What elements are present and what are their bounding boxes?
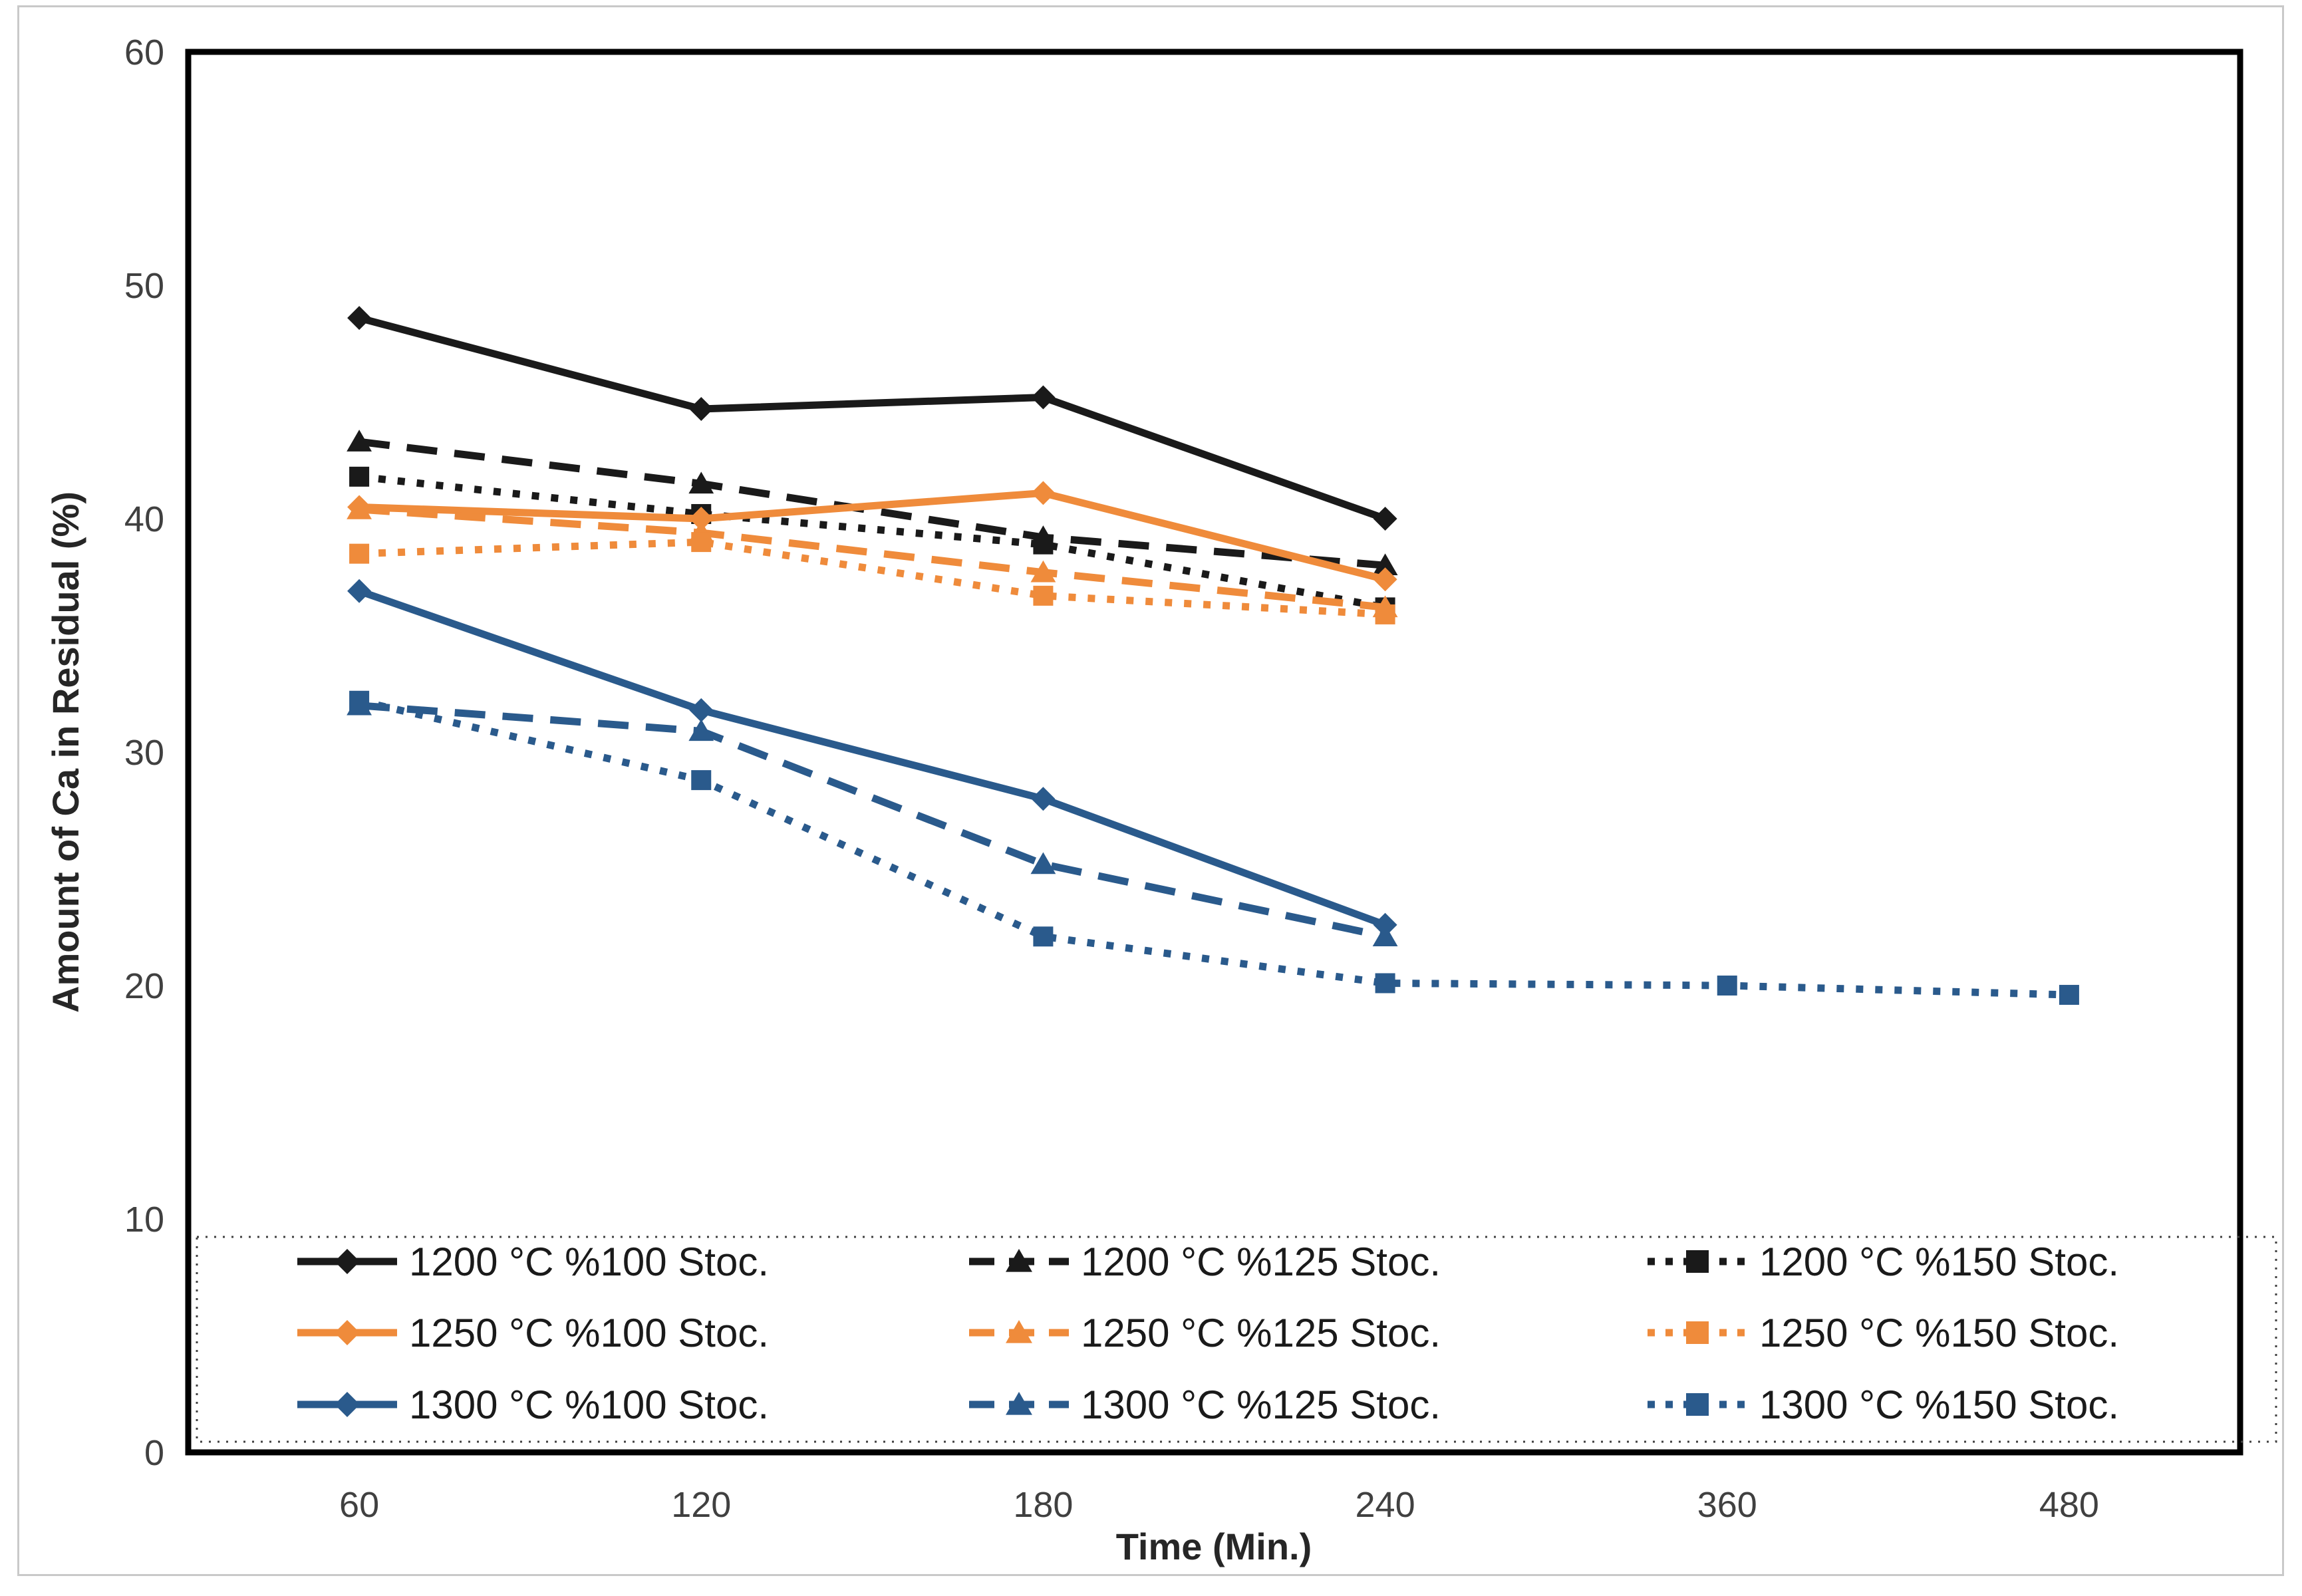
y-tick-label: 30 bbox=[124, 733, 164, 773]
series-marker-6 bbox=[691, 532, 712, 553]
legend-box bbox=[196, 1236, 2277, 1443]
series-marker-6 bbox=[1375, 604, 1395, 624]
series-marker-8 bbox=[688, 719, 714, 741]
series-marker-2 bbox=[347, 430, 372, 452]
y-axis-title: Amount of Ca in Residual (%) bbox=[45, 491, 86, 1013]
y-tick-label: 20 bbox=[124, 966, 164, 1006]
legend-label: 1300 °C %125 Stoc. bbox=[1081, 1383, 1441, 1427]
legend-sample-marker bbox=[335, 1320, 360, 1345]
legend-label: 1200 °C %100 Stoc. bbox=[409, 1240, 769, 1284]
series-marker-8 bbox=[1372, 924, 1398, 947]
legend-sample-marker bbox=[1006, 1249, 1032, 1272]
x-axis-title: Time (Min.) bbox=[1116, 1526, 1312, 1567]
series-line-1 bbox=[358, 314, 1387, 523]
x-tick-label: 240 bbox=[1356, 1485, 1415, 1525]
x-tick-label: 60 bbox=[339, 1485, 379, 1525]
series-marker-4 bbox=[1031, 481, 1056, 505]
series-line-5 bbox=[359, 505, 1386, 611]
legend-sample-marker bbox=[335, 1249, 360, 1274]
series-marker-6 bbox=[1033, 585, 1054, 606]
series-marker-2 bbox=[688, 471, 714, 494]
legend-sample-marker bbox=[335, 1392, 360, 1417]
series-marker-5 bbox=[1030, 560, 1056, 583]
series-marker-4 bbox=[689, 507, 714, 531]
series-marker-9 bbox=[691, 770, 712, 791]
legend-label: 1200 °C %150 Stoc. bbox=[1759, 1240, 2119, 1284]
series-marker-1 bbox=[347, 306, 372, 331]
series-marker-3 bbox=[349, 466, 370, 487]
series-marker-9 bbox=[2059, 985, 2079, 1005]
series-line-4 bbox=[359, 489, 1386, 583]
series-marker-3 bbox=[1033, 534, 1054, 555]
series-marker-9 bbox=[1717, 976, 1737, 996]
x-tick-label: 480 bbox=[2039, 1485, 2099, 1525]
y-tick-label: 40 bbox=[124, 499, 164, 539]
legend-sample-marker bbox=[1006, 1320, 1032, 1343]
x-tick-label: 180 bbox=[1013, 1485, 1073, 1525]
series-marker-6 bbox=[349, 543, 370, 564]
legend-label: 1300 °C %100 Stoc. bbox=[409, 1383, 769, 1427]
series-marker-7 bbox=[1031, 787, 1056, 811]
plot-frame bbox=[185, 49, 2243, 1456]
series-marker-8 bbox=[1030, 852, 1056, 874]
legend-sample-marker bbox=[1006, 1392, 1032, 1415]
legend-label: 1300 °C %150 Stoc. bbox=[1759, 1383, 2119, 1427]
y-tick-label: 50 bbox=[124, 266, 164, 306]
y-tick-label: 0 bbox=[144, 1433, 164, 1473]
series-marker-5 bbox=[347, 497, 372, 519]
legend-label: 1200 °C %125 Stoc. bbox=[1081, 1240, 1441, 1284]
series-marker-2 bbox=[1372, 553, 1398, 575]
legend-sample-marker bbox=[1686, 1321, 1709, 1344]
series-marker-7 bbox=[347, 579, 372, 603]
x-tick-label: 120 bbox=[671, 1485, 731, 1525]
series-marker-4 bbox=[1373, 567, 1397, 592]
series-line-2 bbox=[359, 438, 1386, 569]
series-marker-9 bbox=[1375, 973, 1395, 994]
x-tick-label: 360 bbox=[1697, 1485, 1757, 1525]
series-line-9 bbox=[358, 697, 2070, 999]
y-tick-label: 10 bbox=[124, 1200, 164, 1240]
series-marker-9 bbox=[1033, 926, 1054, 947]
series-marker-9 bbox=[349, 690, 370, 711]
series-marker-1 bbox=[1031, 385, 1056, 410]
series-marker-7 bbox=[689, 698, 714, 722]
series-line-8 bbox=[359, 702, 1386, 940]
legend-label: 1250 °C %125 Stoc. bbox=[1081, 1311, 1441, 1355]
series-line-7 bbox=[358, 587, 1387, 928]
series-marker-1 bbox=[689, 397, 714, 422]
legend-sample-marker bbox=[1686, 1393, 1709, 1416]
series-marker-1 bbox=[1373, 507, 1397, 531]
legend-sample-marker bbox=[1686, 1250, 1709, 1273]
legend-label: 1250 °C %150 Stoc. bbox=[1759, 1311, 2119, 1355]
legend-label: 1250 °C %100 Stoc. bbox=[409, 1311, 769, 1355]
y-tick-label: 60 bbox=[124, 33, 164, 72]
